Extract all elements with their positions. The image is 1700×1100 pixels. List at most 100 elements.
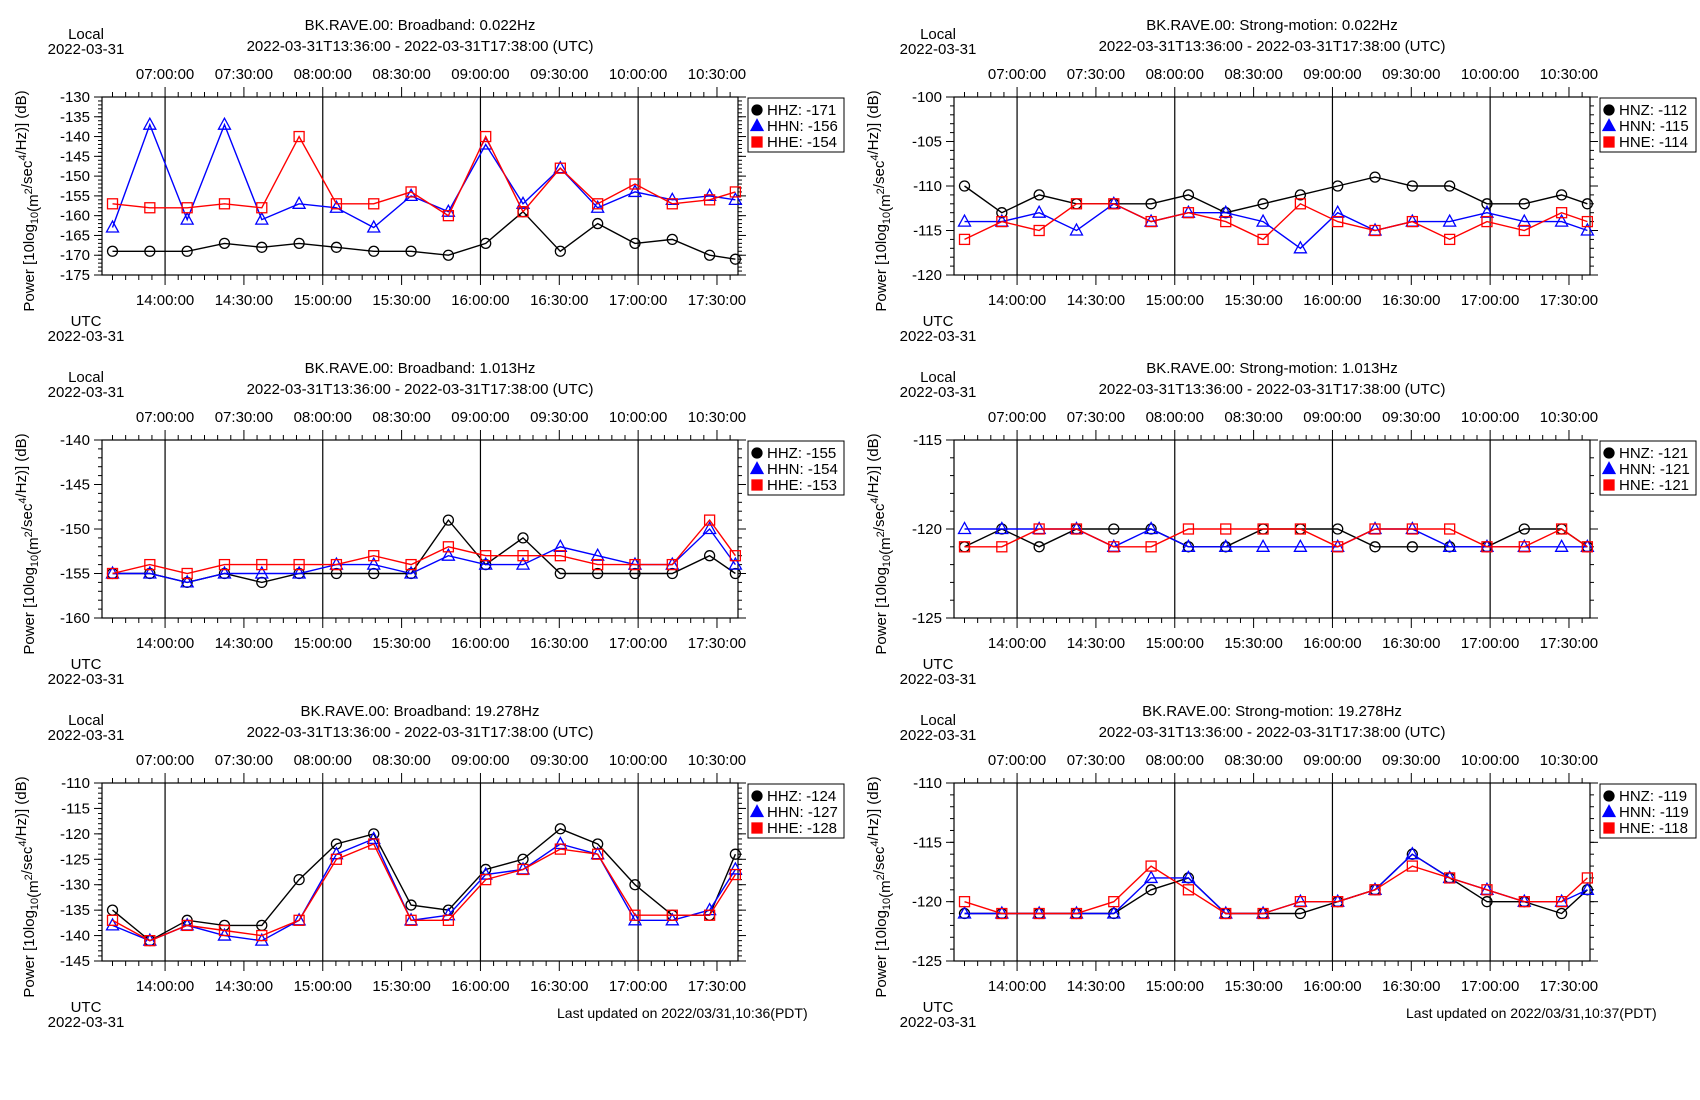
y-tick-label: -155 — [60, 188, 90, 205]
chart-time-range: 2022-03-31T13:36:00 - 2022-03-31T17:38:0… — [247, 38, 594, 55]
x-tick-label-utc: 15:30:00 — [372, 292, 430, 309]
x-tick-label-local: 07:00:00 — [136, 66, 194, 83]
legend-box — [1599, 97, 1697, 153]
data-point-circle — [958, 180, 971, 192]
legend-box — [1599, 783, 1697, 839]
legend-entry: HHZ: -124 — [767, 788, 836, 805]
data-point-square — [368, 198, 380, 210]
y-axis-label: Power [10log10(m2/sec4/Hz)] (dB) — [13, 776, 42, 997]
x-tick-label-utc: 16:30:00 — [530, 978, 588, 995]
data-point-square — [1332, 541, 1344, 553]
x-tick-label-utc: 14:00:00 — [988, 292, 1046, 309]
data-point-square — [703, 194, 716, 206]
data-point-square — [554, 162, 566, 174]
data-point-triangle — [254, 565, 269, 579]
data-point-triangle — [957, 213, 972, 227]
utc-date-label: 2022-03-31 — [900, 328, 977, 345]
data-point-circle — [1145, 884, 1157, 896]
x-tick-label-utc: 17:30:00 — [688, 635, 746, 652]
chart-title: BK.RAVE.00: Strong-motion: 19.278Hz — [1142, 703, 1402, 720]
y-tick-label: -170 — [60, 247, 90, 264]
data-point-square — [1369, 523, 1381, 535]
data-point-square — [1294, 523, 1307, 535]
x-tick-label-utc: 16:00:00 — [1303, 292, 1361, 309]
data-point-square — [1581, 872, 1594, 884]
data-point-triangle — [105, 219, 120, 233]
data-point-square — [1518, 896, 1530, 908]
series-line-z — [112, 827, 737, 942]
data-point-square — [958, 233, 971, 246]
chart-panel-2: BK.RAVE.00: Strong-motion: 0.022Hz 2022-0… — [865, 17, 1697, 345]
x-tick-label-utc: 14:30:00 — [215, 635, 273, 652]
local-label: Local — [68, 369, 104, 386]
chart-time-range: 2022-03-31T13:36:00 - 2022-03-31T17:38:0… — [247, 381, 594, 398]
x-tick-label-local: 08:30:00 — [1224, 66, 1282, 83]
x-tick-label-local: 10:30:00 — [688, 409, 746, 426]
data-point-square — [996, 541, 1008, 553]
data-point-square — [1070, 907, 1083, 920]
legend-marker-square — [751, 136, 763, 148]
local-date-label: 2022-03-31 — [900, 384, 977, 401]
y-tick-label: -135 — [60, 109, 90, 126]
data-point-circle — [629, 879, 641, 891]
y-tick-label: -155 — [60, 566, 90, 583]
data-point-triangle — [1554, 538, 1569, 552]
data-point-square — [629, 178, 641, 190]
chart-title: BK.RAVE.00: Broadband: 1.013Hz — [305, 360, 536, 377]
data-point-circle — [144, 245, 156, 257]
x-tick-label-local: 07:00:00 — [136, 409, 194, 426]
x-tick-label-local: 09:00:00 — [1303, 66, 1361, 83]
data-point-square — [405, 914, 417, 926]
data-point-square — [1257, 907, 1269, 920]
data-point-square — [181, 919, 193, 932]
data-point-square — [1406, 215, 1418, 228]
series-line-z — [964, 176, 1588, 214]
data-point-square — [480, 873, 492, 886]
x-tick-label-local: 10:00:00 — [609, 409, 667, 426]
x-tick-label-utc: 17:30:00 — [1540, 292, 1598, 309]
x-tick-label-utc: 15:30:00 — [1224, 635, 1282, 652]
data-point-triangle — [180, 574, 195, 588]
y-tick-label: -160 — [60, 610, 90, 627]
data-point-circle — [1108, 523, 1120, 535]
utc-label: UTC — [71, 999, 102, 1016]
data-point-square — [1332, 215, 1344, 228]
y-tick-label: -140 — [60, 928, 90, 945]
y-tick-label: -110 — [913, 178, 942, 195]
utc-label: UTC — [923, 313, 954, 330]
data-point-triangle — [627, 184, 643, 198]
data-point-square — [256, 202, 268, 214]
data-point-square — [330, 853, 343, 865]
data-point-circle — [293, 237, 305, 250]
x-tick-label-utc: 15:00:00 — [1146, 635, 1204, 652]
y-tick-label: -120 — [912, 521, 942, 538]
data-point-square — [517, 863, 529, 876]
data-point-square — [1332, 896, 1344, 908]
data-point-square — [517, 550, 529, 562]
data-point-circle — [368, 245, 380, 257]
x-tick-label-local: 08:00:00 — [1146, 409, 1204, 426]
legend-entry: HNZ: -119 — [1619, 788, 1687, 805]
legend-entry: HNN: -121 — [1619, 461, 1690, 478]
x-tick-label-local: 07:30:00 — [1067, 752, 1125, 769]
data-point-circle — [1332, 180, 1344, 192]
utc-date-label: 2022-03-31 — [900, 671, 977, 688]
data-point-square — [1145, 541, 1157, 553]
plot-frame — [101, 782, 739, 962]
data-point-circle — [1145, 198, 1157, 210]
data-point-circle — [1369, 541, 1381, 553]
legend-marker-square — [751, 479, 763, 491]
y-tick-label: -110 — [913, 775, 942, 792]
data-point-triangle — [728, 191, 743, 205]
data-point-triangle — [441, 547, 456, 561]
y-axis-label: Power [10log10(m2/sec4/Hz)] (dB) — [865, 433, 894, 654]
data-point-square — [368, 550, 380, 562]
data-point-circle — [480, 237, 492, 250]
legend-entry: HNZ: -121 — [1619, 445, 1688, 462]
data-point-square — [1108, 198, 1120, 210]
series-line-z — [112, 210, 736, 260]
legend-box — [747, 783, 845, 839]
data-point-square — [144, 202, 156, 214]
data-point-square — [1444, 872, 1456, 884]
x-tick-label-local: 07:30:00 — [1067, 66, 1125, 83]
